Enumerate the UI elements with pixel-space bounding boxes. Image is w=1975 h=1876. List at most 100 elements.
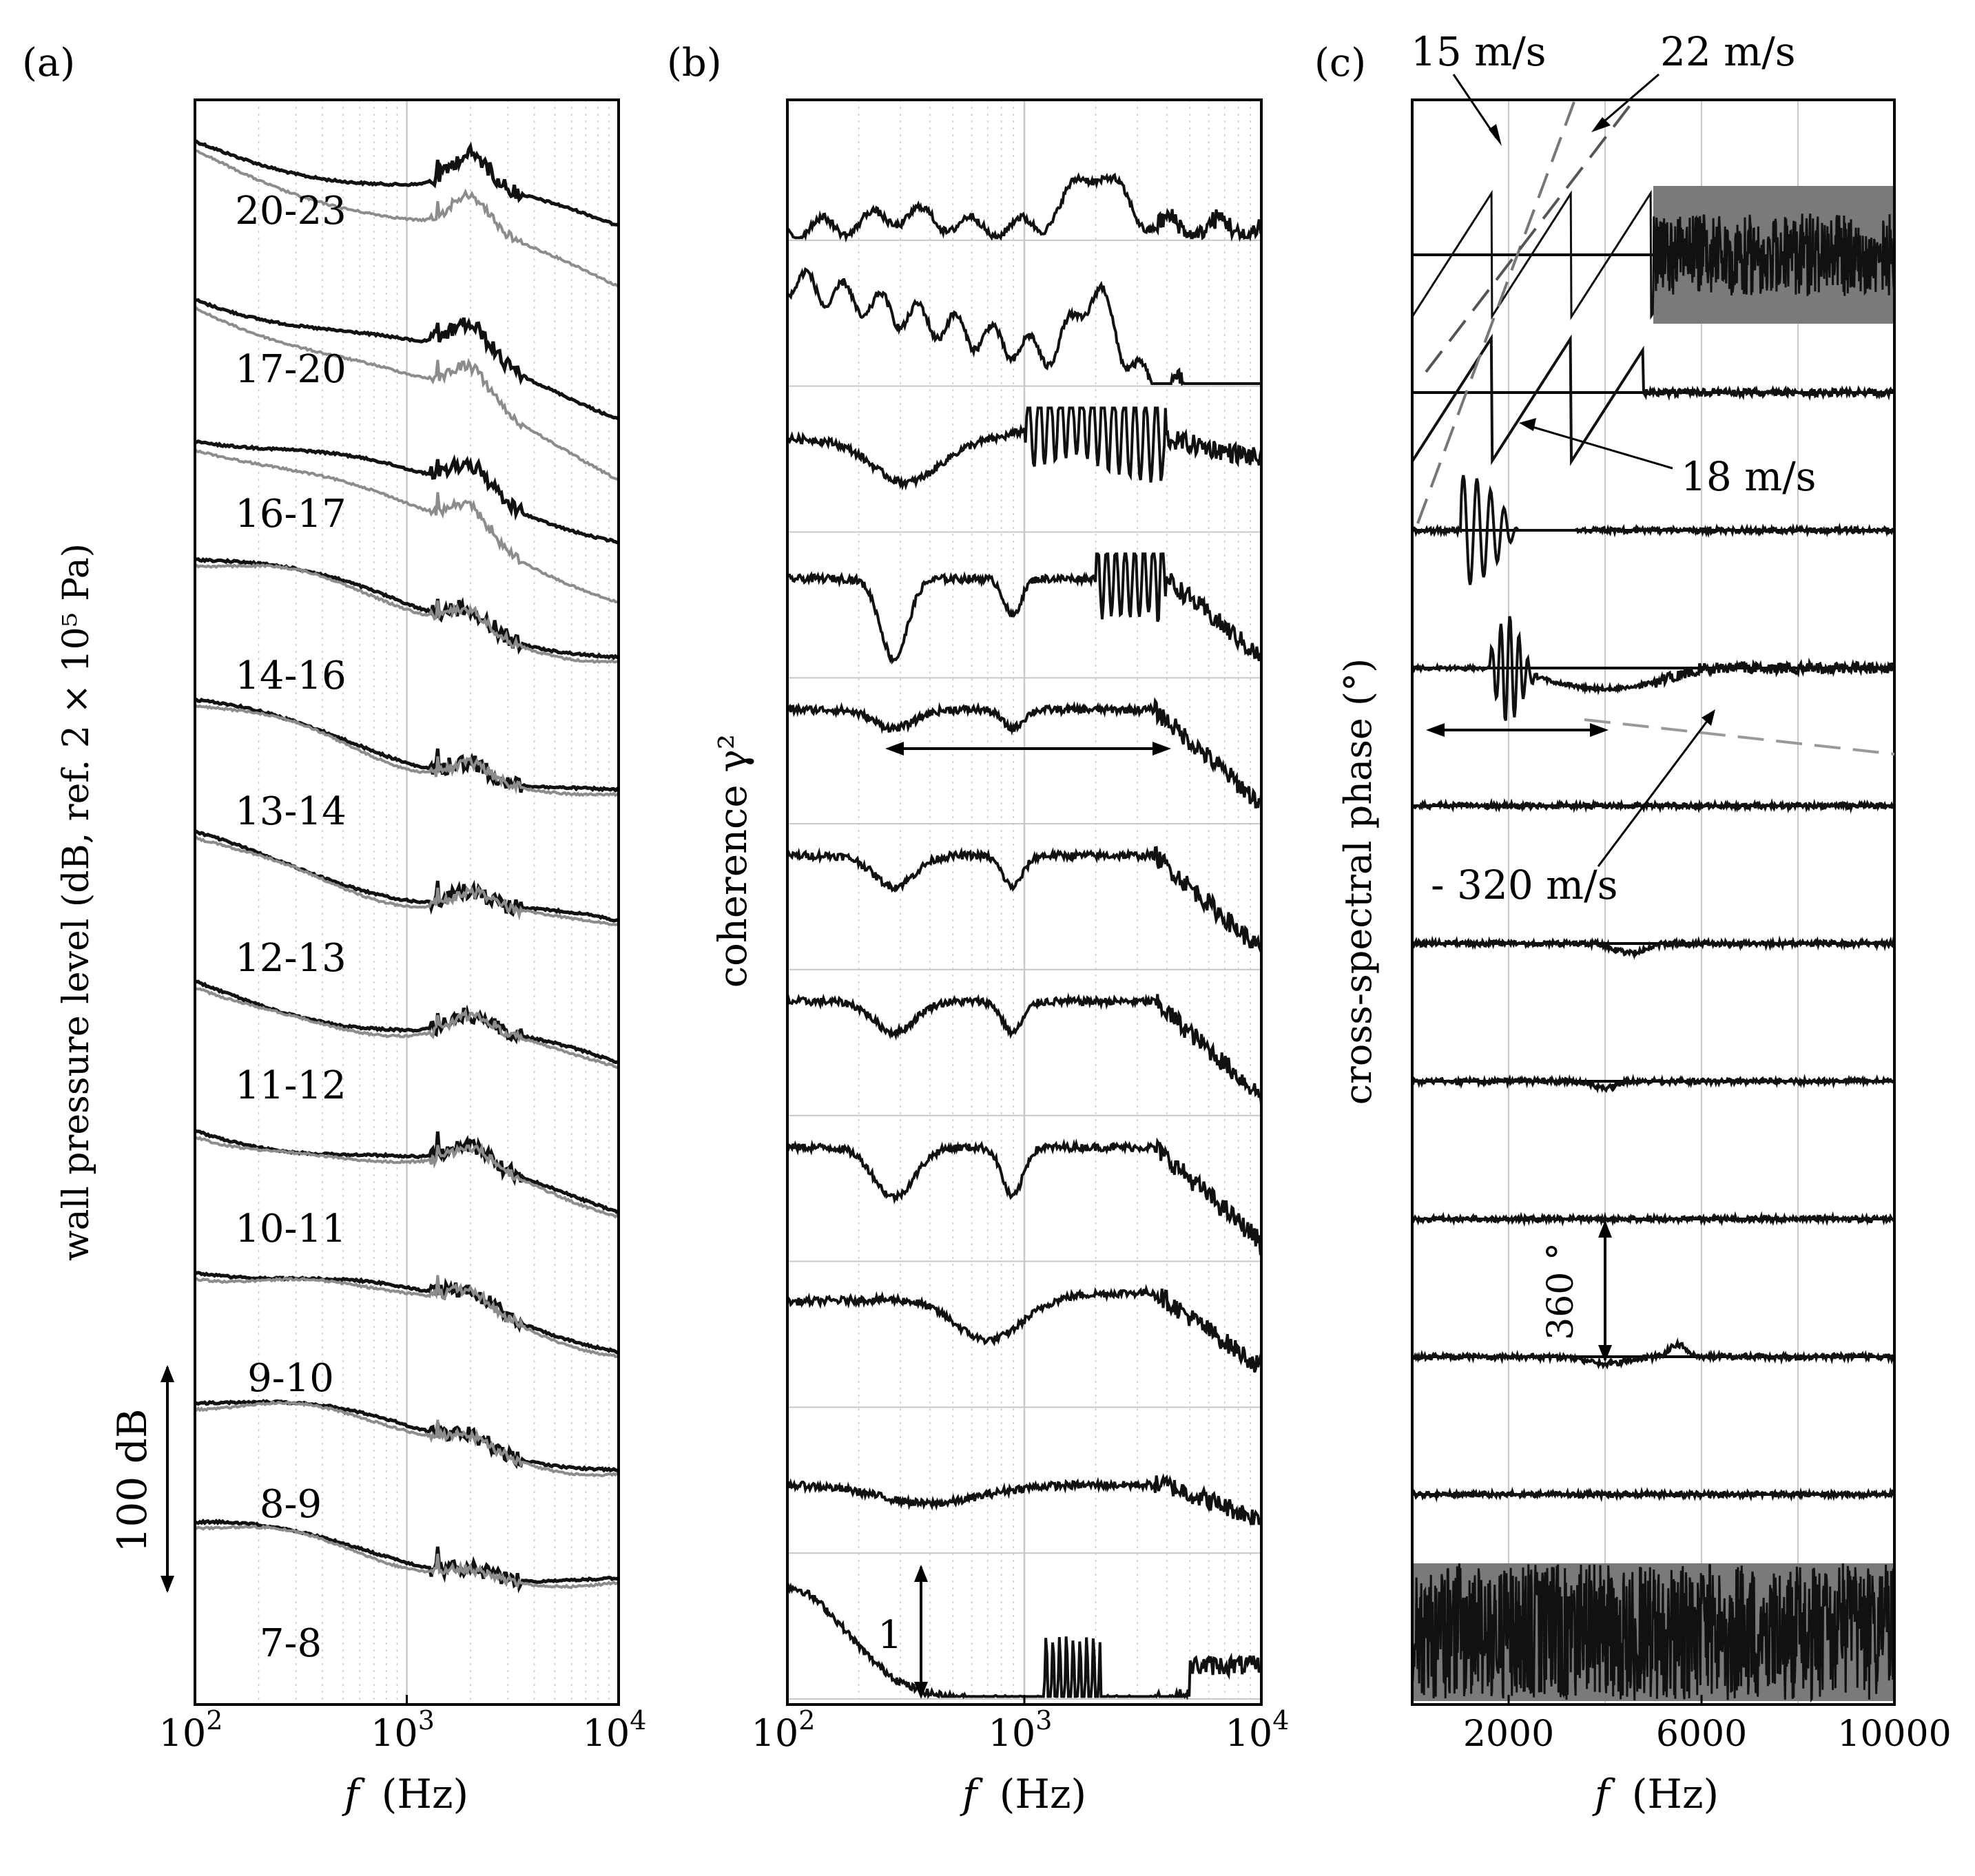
panel-a-y-label: wall pressure level (dB, ref. 2 × 10⁵ Pa…: [56, 543, 97, 1261]
annotation-minus-320ms: - 320 m/s: [1431, 862, 1617, 908]
panel-c-grid: [1508, 100, 1799, 1705]
cross-spectral-phase-curve: [1411, 1563, 1896, 1703]
cross-spectral-phase-curve: [1412, 1073, 1896, 1094]
wall-pressure-spectrum-dark: [194, 697, 620, 793]
panel-a-curves: [194, 139, 620, 1594]
panel-b-tick-label: 103: [989, 1705, 1053, 1755]
panel-b-grid: [858, 100, 1252, 1705]
sensor-pair-label: 17-20: [235, 347, 346, 392]
sensor-pair-label: 7-8: [260, 1621, 322, 1666]
panel-c-tick-label: 6000: [1656, 1713, 1747, 1755]
wall-pressure-spectrum-light: [194, 1275, 619, 1358]
coherence-curve: [786, 171, 1263, 243]
panel-a-x-label: f (Hz): [342, 1771, 468, 1817]
panel-b: 102 103 104 coherence γ² f (Hz) 1: [711, 98, 1290, 1817]
cross-spectral-phase-curve: [1411, 1211, 1895, 1227]
wall-pressure-spectrum-light: [194, 448, 619, 604]
panel-c-curves: [1411, 186, 1896, 1703]
wall-pressure-spectrum-dark: [194, 829, 620, 923]
panel-b-label: (b): [667, 41, 722, 85]
wall-pressure-spectrum-light: [194, 149, 620, 289]
sensor-pair-label: 20-23: [235, 189, 346, 233]
panel-a-grid: [258, 100, 610, 1705]
wall-pressure-spectrum-light: [194, 835, 619, 927]
coherence-curve: [786, 1472, 1263, 1526]
wall-pressure-spectrum-dark: [194, 556, 620, 660]
panel-a-label: (a): [22, 41, 75, 85]
cross-spectral-phase-curve: [1411, 935, 1896, 960]
coherence-curve: [786, 1284, 1263, 1373]
panel-b-tick-label: 104: [1226, 1705, 1290, 1755]
wall-pressure-spectrum-dark: [194, 139, 620, 227]
panel-b-scale-bar-label: 1: [878, 1613, 902, 1658]
sensor-pair-label: 11-12: [235, 1063, 346, 1108]
coherence-curve: [786, 697, 1263, 809]
coherence-curve: [786, 406, 1263, 491]
annotation-15ms: 15 m/s: [1411, 28, 1547, 75]
panel-c-slope-lines: [1416, 101, 1895, 755]
cross-spectral-phase-curve: [1411, 616, 1896, 721]
annotation-18ms: 18 m/s: [1681, 453, 1817, 500]
wall-pressure-spectrum-light: [194, 306, 619, 481]
wall-pressure-spectrum-light: [194, 1400, 619, 1478]
panel-b-x-var: f: [960, 1771, 984, 1817]
sensor-pair-label: 9-10: [247, 1356, 334, 1401]
panel-b-band-arrow: [885, 742, 1171, 755]
coherence-curve: [786, 267, 1261, 386]
panel-a-x-ticks: 102 103 104: [159, 1695, 647, 1755]
sensor-pair-label: 13-14: [235, 789, 346, 834]
cross-spectral-phase-curve: [1411, 189, 1896, 320]
coherence-curve: [786, 992, 1263, 1105]
panel-b-x-ticks: 102 103 104: [752, 1695, 1290, 1755]
panel-a-tick-label: 102: [159, 1705, 223, 1755]
panel-b-scale-bar: 1: [878, 1565, 928, 1699]
panel-c-x-unit: (Hz): [1632, 1771, 1719, 1817]
cross-spectral-phase-curve: [1411, 1337, 1896, 1370]
panel-c-tick-label: 10000: [1837, 1713, 1951, 1755]
panel-a-scale-bar: 100 dB: [109, 1365, 174, 1593]
panel-a-tick-label: 104: [583, 1705, 647, 1755]
cross-spectral-phase-curve: [1412, 1486, 1896, 1503]
sensor-pair-label: 14-16: [235, 654, 346, 698]
panel-c: 2000 6000 10000 cross-spectral phase (°) f…: [1336, 28, 1952, 1817]
panel-b-curves: [786, 171, 1263, 1700]
panel-c-tick-label: 2000: [1463, 1713, 1554, 1755]
sensor-pair-label: 10-11: [235, 1207, 346, 1251]
wall-pressure-spectrum-light: [194, 1136, 620, 1219]
panel-c-y-label: cross-spectral phase (°): [1336, 658, 1380, 1105]
panel-c-scale-bar: 360 °: [1540, 1220, 1612, 1362]
wall-pressure-spectrum-dark: [194, 1399, 619, 1473]
cross-spectral-phase-curve: [1411, 475, 1896, 585]
wall-pressure-spectrum-dark: [194, 1271, 619, 1355]
coherence-curve: [786, 846, 1263, 955]
panel-a-tick-label: 103: [371, 1705, 435, 1755]
sensor-pair-label: 12-13: [235, 936, 346, 981]
sensor-pair-label: 16-17: [235, 492, 346, 536]
panel-c-x-label: f (Hz): [1592, 1771, 1719, 1817]
cross-spectral-phase-curve: [1411, 798, 1896, 814]
wall-pressure-spectrum-dark: [194, 979, 619, 1065]
panel-c-x-var: f: [1592, 1771, 1616, 1817]
svg-text:f (Hz): f (Hz): [1592, 1771, 1719, 1817]
wall-pressure-spectrum-light: [194, 704, 619, 798]
panel-c-x-ticks: 2000 6000 10000: [1463, 1695, 1952, 1755]
panel-a-row-labels: 20-23 17-20 16-17 14-16 13-14 12-13 11-12 10-11…: [235, 189, 346, 1666]
wall-pressure-spectrum-light: [194, 563, 619, 664]
coherence-curve: [786, 552, 1263, 665]
svg-text:f (Hz): f (Hz): [342, 1771, 468, 1817]
annotation-22ms: 22 m/s: [1660, 28, 1796, 75]
svg-text:f (Hz): f (Hz): [960, 1771, 1086, 1817]
panel-c-pointer-arrows: [1452, 73, 1715, 867]
panel-c-scale-bar-label: 360 °: [1540, 1242, 1582, 1340]
panel-a: 20-23 17-20 16-17 14-16 13-14 12-13 11-12 10-11…: [56, 98, 647, 1817]
panel-a-scale-bar-label: 100 dB: [109, 1409, 156, 1553]
panel-c-band-arrow: [1426, 723, 1609, 737]
panel-b-y-label: coherence γ²: [711, 734, 756, 988]
wall-pressure-spectrum-light: [194, 986, 619, 1070]
panel-c-label: (c): [1314, 41, 1366, 85]
panel-a-x-var: f: [342, 1771, 366, 1817]
panel-a-x-unit: (Hz): [382, 1771, 468, 1817]
coherence-curve: [786, 1137, 1263, 1256]
wall-pressure-spectrum-dark: [194, 439, 619, 545]
